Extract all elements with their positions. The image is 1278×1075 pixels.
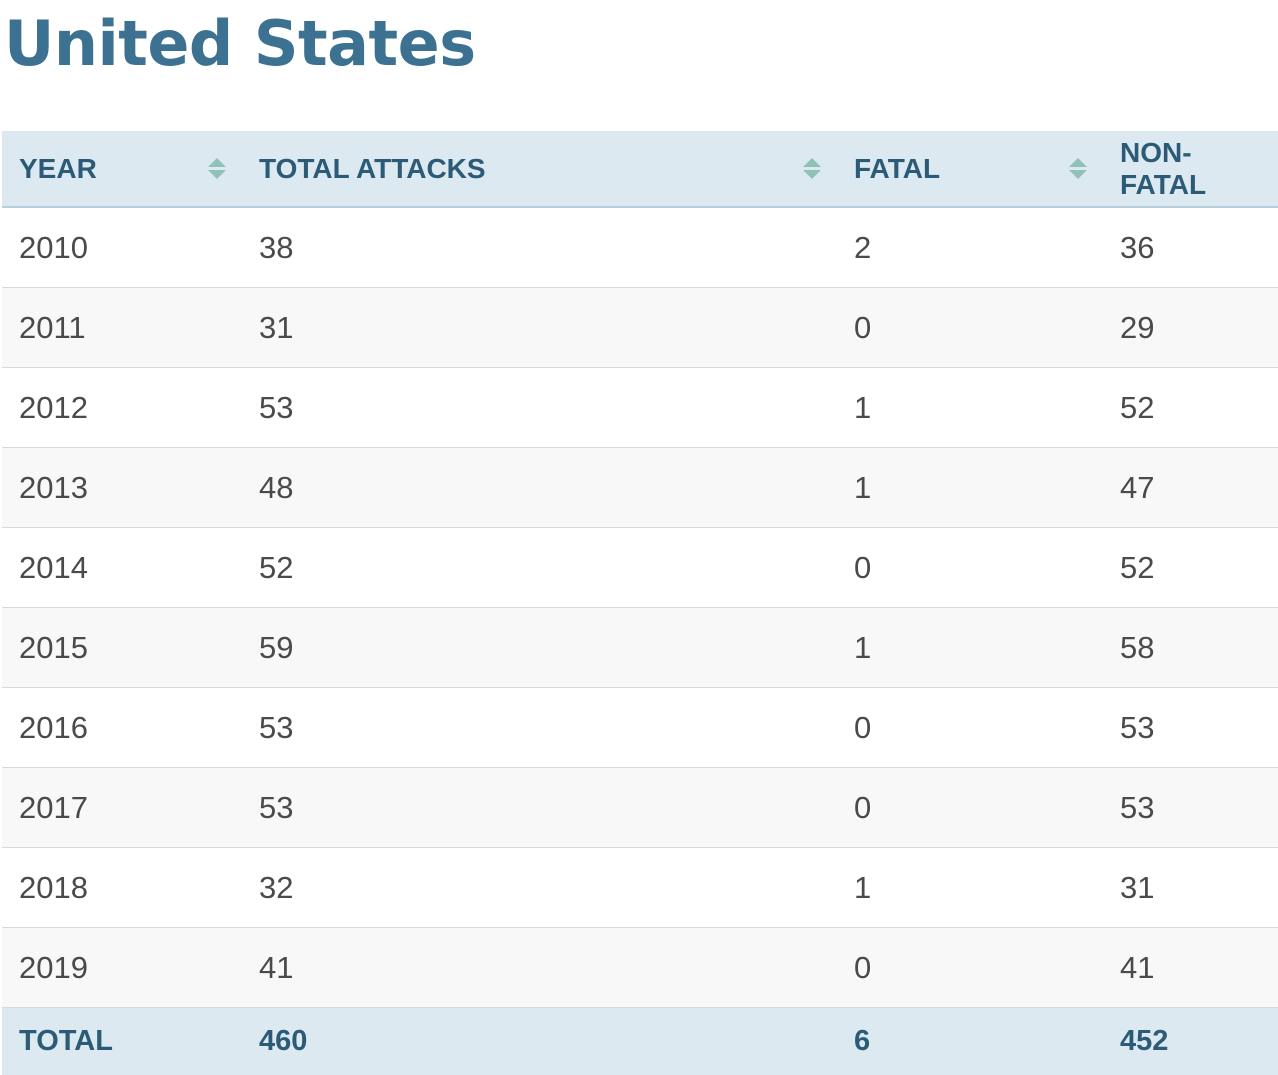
cell-non-fatal: 47: [1103, 448, 1278, 528]
cell-year: 2010: [2, 207, 242, 288]
column-header-label: NON-FATAL: [1120, 137, 1274, 201]
cell-fatal: 0: [837, 528, 1103, 608]
sort-arrows-icon[interactable]: [1069, 158, 1087, 179]
sort-arrows-icon[interactable]: [803, 158, 821, 179]
cell-fatal: 1: [837, 608, 1103, 688]
cell-year: 2014: [2, 528, 242, 608]
column-header-label: TOTAL ATTACKS: [259, 153, 486, 185]
page-title: United States: [4, 4, 476, 84]
cell-total-attacks: 48: [242, 448, 837, 528]
cell-non-fatal: 53: [1103, 688, 1278, 768]
cell-total-attacks: 53: [242, 368, 837, 448]
cell-fatal: 1: [837, 448, 1103, 528]
cell-year: 2015: [2, 608, 242, 688]
cell-total-attacks: 53: [242, 688, 837, 768]
column-header-non-fatal[interactable]: NON-FATAL: [1103, 131, 1278, 207]
total-non-fatal-sum: 452: [1103, 1008, 1278, 1075]
cell-year: 2017: [2, 768, 242, 848]
sort-arrows-icon[interactable]: [208, 158, 226, 179]
cell-non-fatal: 31: [1103, 848, 1278, 928]
cell-non-fatal: 53: [1103, 768, 1278, 848]
cell-fatal: 2: [837, 207, 1103, 288]
cell-fatal: 0: [837, 768, 1103, 848]
cell-non-fatal: 41: [1103, 928, 1278, 1008]
column-header-label: YEAR: [19, 153, 97, 185]
column-header-total-attacks[interactable]: TOTAL ATTACKS: [242, 131, 837, 207]
cell-year: 2013: [2, 448, 242, 528]
total-fatal-sum: 6: [837, 1008, 1103, 1075]
cell-non-fatal: 52: [1103, 368, 1278, 448]
cell-fatal: 0: [837, 688, 1103, 768]
cell-non-fatal: 58: [1103, 608, 1278, 688]
cell-total-attacks: 53: [242, 768, 837, 848]
cell-fatal: 1: [837, 368, 1103, 448]
cell-fatal: 0: [837, 288, 1103, 368]
column-header-year[interactable]: YEAR: [2, 131, 242, 207]
column-header-fatal[interactable]: FATAL: [837, 131, 1103, 207]
cell-non-fatal: 29: [1103, 288, 1278, 368]
cell-total-attacks: 32: [242, 848, 837, 928]
table-header-row: YEAR TOTAL ATTACKS FATAL NON-FATAL: [2, 131, 1278, 207]
cell-year: 2018: [2, 848, 242, 928]
cell-fatal: 0: [837, 928, 1103, 1008]
table-total-row: TOTAL 460 6 452: [2, 1008, 1278, 1075]
cell-year: 2016: [2, 688, 242, 768]
attacks-table: YEAR TOTAL ATTACKS FATAL NON-FATAL: [2, 131, 1278, 1075]
cell-year: 2011: [2, 288, 242, 368]
column-header-label: FATAL: [854, 153, 940, 185]
total-label: TOTAL: [2, 1008, 242, 1075]
cell-total-attacks: 41: [242, 928, 837, 1008]
cell-year: 2012: [2, 368, 242, 448]
cell-total-attacks: 59: [242, 608, 837, 688]
cell-fatal: 1: [837, 848, 1103, 928]
cell-non-fatal: 52: [1103, 528, 1278, 608]
cell-non-fatal: 36: [1103, 207, 1278, 288]
cell-year: 2019: [2, 928, 242, 1008]
cell-total-attacks: 31: [242, 288, 837, 368]
cell-total-attacks: 38: [242, 207, 837, 288]
cell-total-attacks: 52: [242, 528, 837, 608]
total-attacks-sum: 460: [242, 1008, 837, 1075]
